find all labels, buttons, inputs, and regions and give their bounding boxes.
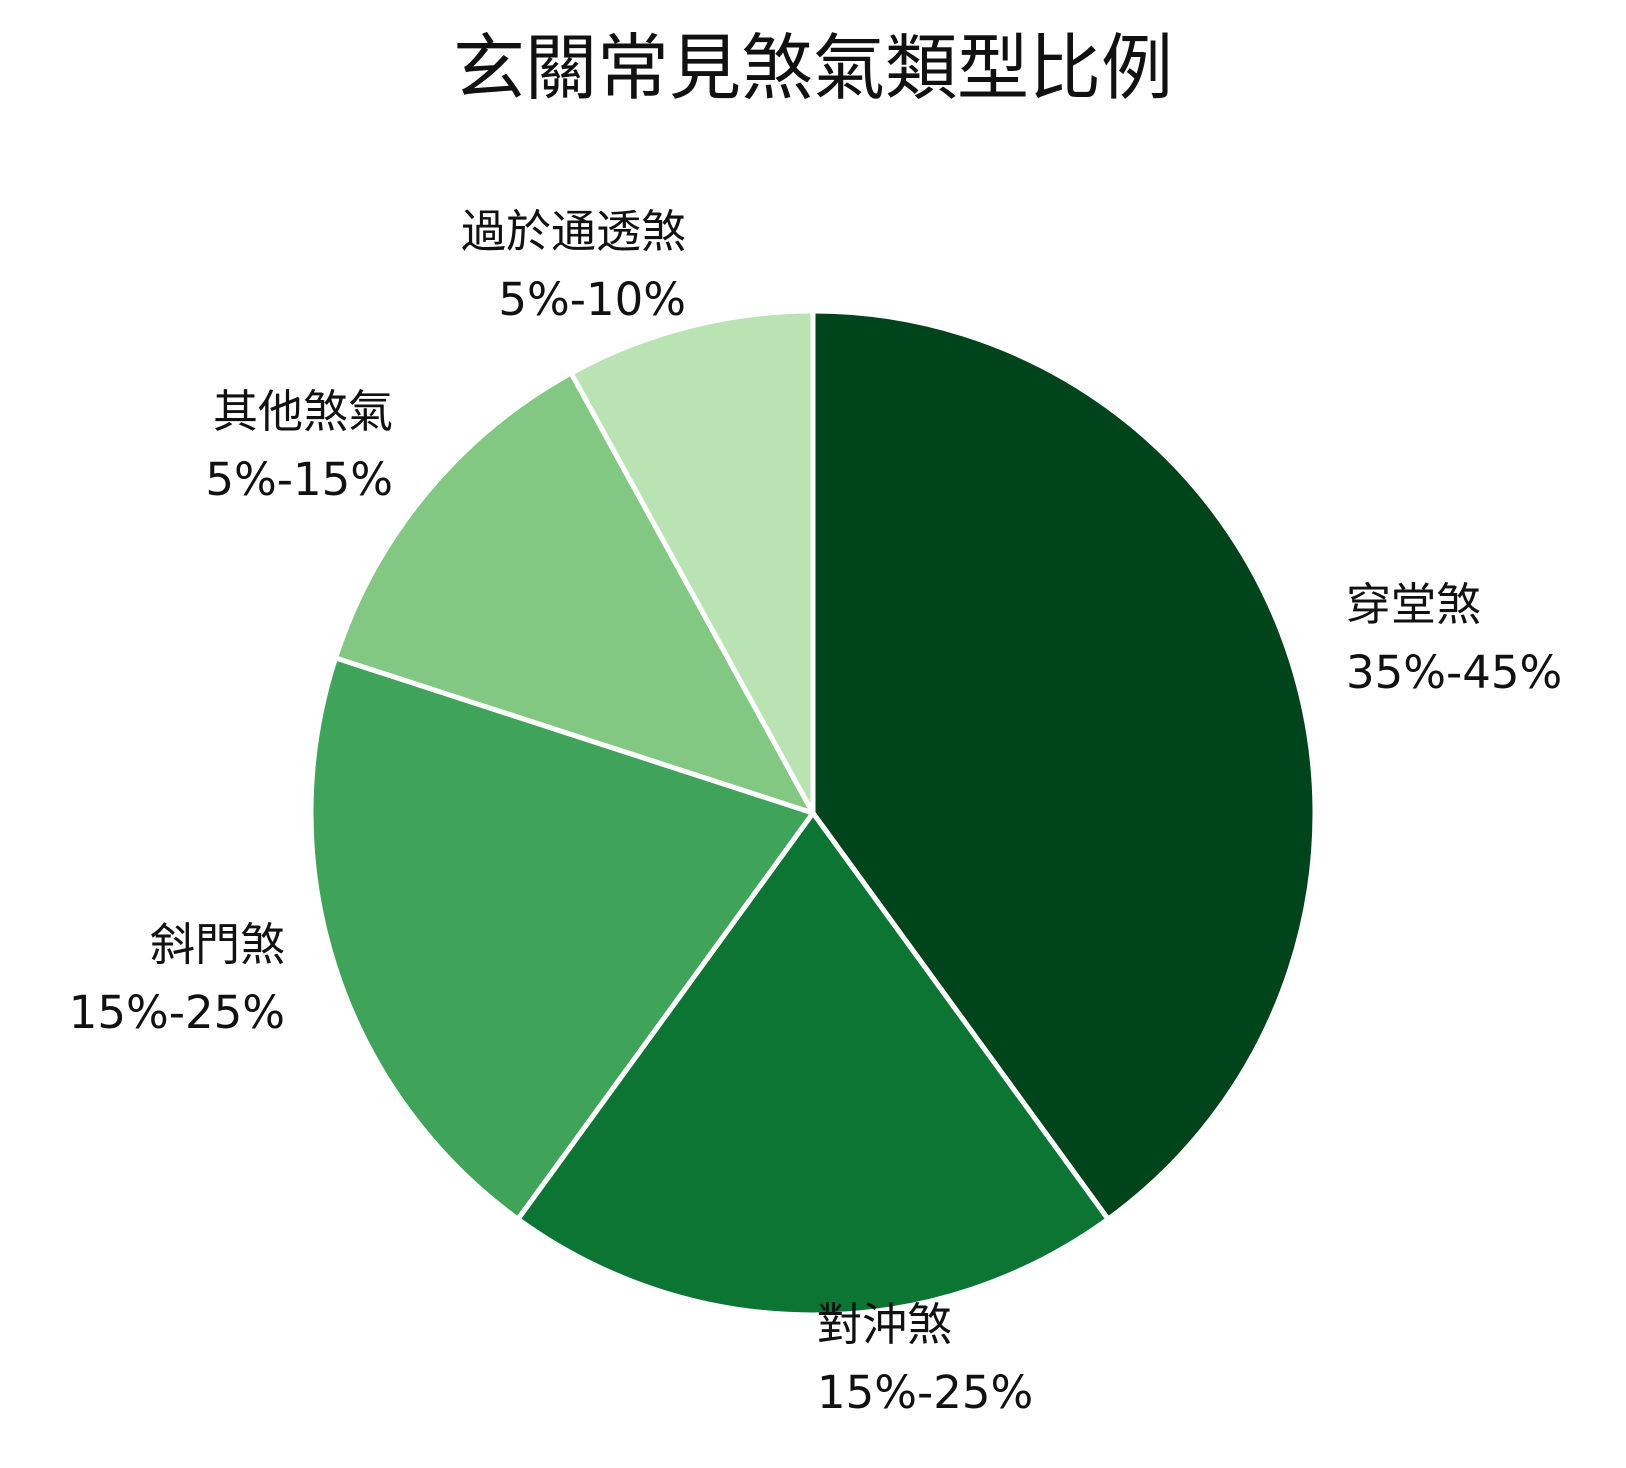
pie-slice xyxy=(333,370,816,816)
slice-label-name: 斜門煞 xyxy=(150,918,285,971)
slice-label: 斜門煞 15%-25% xyxy=(69,918,285,1039)
slice-label-range: 15%-25% xyxy=(69,986,285,1039)
slice-label-name: 穿堂煞 xyxy=(1346,578,1481,631)
slice-label-name: 其他煞氣 xyxy=(213,385,393,438)
slice-label: 其他煞氣 5%-15% xyxy=(205,385,393,506)
pie-slice xyxy=(810,308,1318,1222)
slice-label-range: 5%-10% xyxy=(498,273,686,326)
pie-slices xyxy=(308,308,1318,1318)
chart-title: 玄關常見煞氣類型比例 xyxy=(453,26,1173,110)
slice-labels: 穿堂煞 35%-45% 對沖煞 15%-25% 斜門煞 15%-25% 其他煞氣 5%-15%… xyxy=(69,205,1563,1419)
slice-label: 對沖煞 15%-25% xyxy=(817,1298,1033,1419)
pie-slice xyxy=(515,810,1111,1318)
slice-label-range: 35%-45% xyxy=(1346,646,1562,699)
slice-label-name: 過於通透煞 xyxy=(461,205,686,258)
slice-label: 穿堂煞 35%-45% xyxy=(1346,578,1562,699)
pie-slice xyxy=(568,308,816,816)
slice-label-name: 對沖煞 xyxy=(817,1298,952,1351)
slice-label-range: 15%-25% xyxy=(817,1366,1033,1419)
slice-label-range: 5%-15% xyxy=(205,453,393,506)
pie-slice xyxy=(308,655,816,1222)
slice-label: 過於通透煞 5%-10% xyxy=(461,205,686,326)
